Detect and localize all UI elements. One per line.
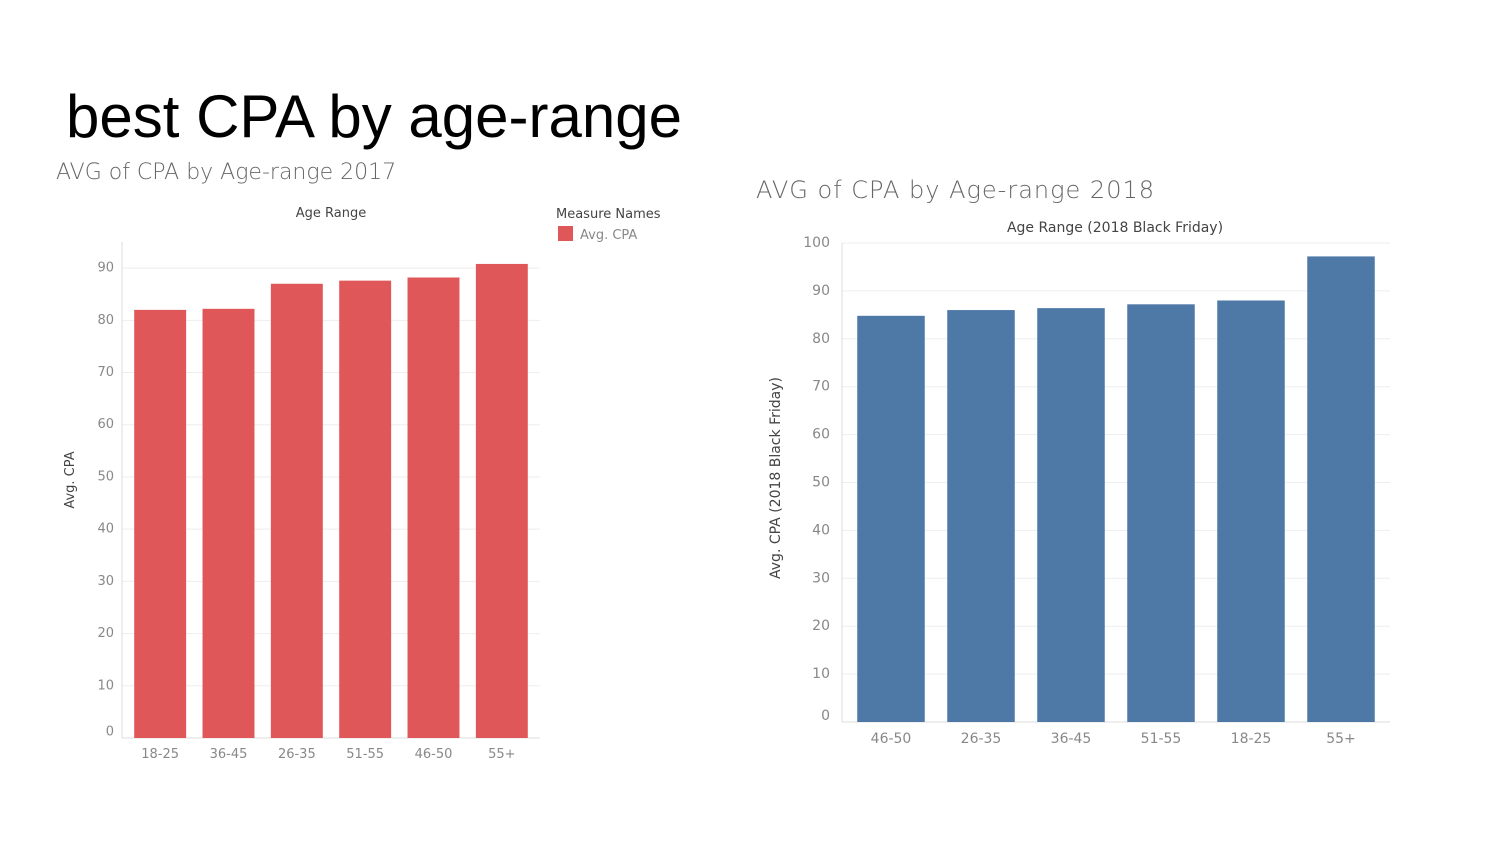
y-axis-title: Avg. CPA (2018 Black Friday): [768, 377, 784, 579]
y-tick-label: 10: [812, 666, 830, 682]
chart-2018: 0 10 20 30 40 50 60 70 80 90 100 46-50 26-35 36-45 51-…: [768, 220, 1390, 747]
y-tick-label: 40: [812, 522, 830, 538]
bar-36-45: [202, 308, 255, 738]
bar-46-50: [857, 315, 925, 722]
x-tick-label: 51-55: [1141, 731, 1182, 747]
x-tick-label: 46-50: [871, 731, 912, 747]
bar-26-35: [270, 283, 323, 738]
bar-51-55: [339, 280, 392, 738]
legend-item: Avg. CPA: [580, 228, 637, 243]
chart-2018-title: AVG of CPA by Age-range 2018: [756, 176, 1156, 204]
bar-36-45: [1037, 308, 1105, 722]
legend-title: Measure Names: [556, 207, 661, 222]
y-tick-label: 40: [97, 522, 114, 537]
y-tick-label: 0: [821, 708, 830, 724]
chart-2017: 0 10 20 30 40 50 60 70 80 90 18-25 36-45 26-35 51-55 4…: [63, 206, 540, 762]
legend: Measure Names Avg. CPA: [556, 207, 661, 243]
bar-51-55: [1127, 304, 1195, 722]
x-tick-label: 51-55: [346, 747, 384, 762]
bar-55+: [475, 263, 528, 738]
y-tick-label: 0: [106, 725, 114, 740]
x-tick-label: 36-45: [210, 747, 248, 762]
y-tick-label: 70: [812, 379, 830, 395]
y-tick-label: 90: [97, 261, 114, 276]
y-tick-label: 100: [803, 235, 830, 251]
x-tick-label: 46-50: [415, 747, 453, 762]
x-tick-label: 18-25: [1231, 731, 1272, 747]
y-tick-label: 20: [812, 618, 830, 634]
slide-title: best CPA by age-range: [66, 83, 682, 150]
x-tick-label: 26-35: [278, 747, 316, 762]
bar-18-25: [134, 309, 187, 738]
y-tick-label: 10: [97, 678, 114, 693]
y-tick-label: 50: [812, 475, 830, 491]
y-tick-label: 20: [97, 626, 114, 641]
x-axis-title: Age Range (2018 Black Friday): [1007, 220, 1223, 236]
bar-55+: [1307, 256, 1375, 722]
bar-46-50: [407, 277, 460, 738]
x-tick-label: 55+: [1326, 731, 1356, 747]
x-axis-title: Age Range: [296, 206, 366, 221]
x-tick-label: 36-45: [1051, 731, 1092, 747]
y-tick-label: 70: [97, 365, 114, 380]
bar-26-35: [947, 310, 1015, 722]
bar-18-25: [1217, 300, 1285, 722]
y-tick-label: 60: [97, 417, 114, 432]
y-tick-label: 50: [97, 469, 114, 484]
legend-swatch: [558, 226, 573, 241]
x-tick-label: 55+: [488, 747, 515, 762]
y-tick-label: 30: [97, 574, 114, 589]
y-tick-label: 90: [812, 283, 830, 299]
y-tick-label: 30: [812, 570, 830, 586]
y-tick-label: 80: [812, 331, 830, 347]
x-tick-label: 26-35: [961, 731, 1002, 747]
y-tick-label: 60: [812, 427, 830, 443]
x-tick-label: 18-25: [141, 747, 179, 762]
chart-2017-title: AVG of CPA by Age-range 2017: [56, 160, 397, 185]
y-tick-label: 80: [97, 313, 114, 328]
y-axis-title: Avg. CPA: [63, 451, 78, 508]
